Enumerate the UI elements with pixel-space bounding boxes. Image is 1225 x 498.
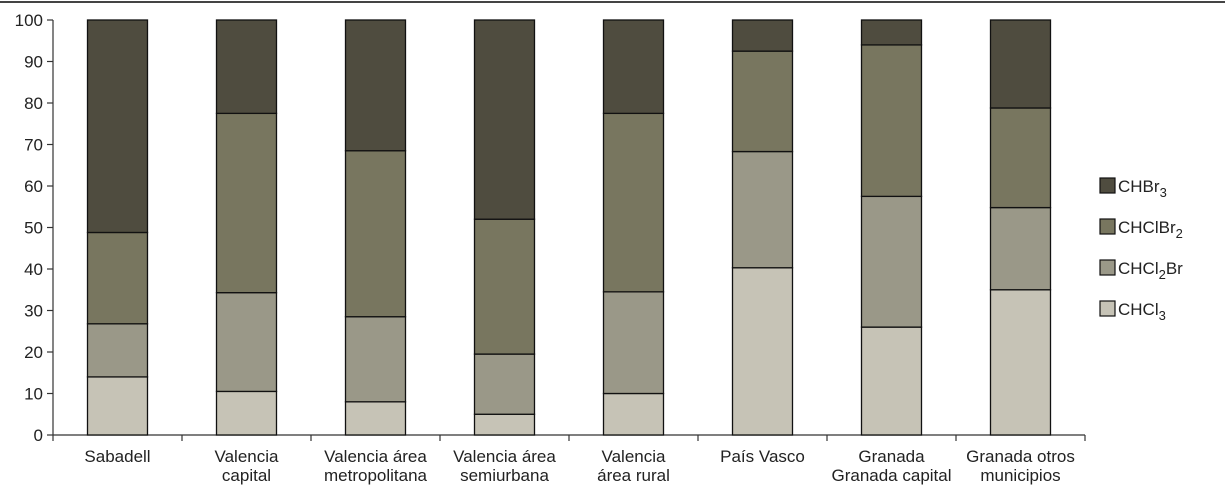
bar-segment (215, 292, 278, 393)
bar-segment (86, 19, 149, 234)
bar-segment (602, 291, 665, 395)
bar-segment (344, 19, 407, 152)
x-category-label: Valencia área rural (597, 447, 670, 485)
bar-segment (860, 19, 923, 46)
bar-segment (602, 392, 665, 436)
legend-formula: CHCl (1118, 300, 1159, 319)
legend-label: CHCl2Br (1118, 259, 1183, 282)
x-category-label: Granada otros municipios (966, 447, 1075, 485)
bar-segment (86, 323, 149, 378)
bar-segment (989, 289, 1052, 436)
bar-segment (731, 19, 794, 52)
x-category-line: Valencia área (324, 447, 427, 466)
x-category-line: Valencia área (453, 447, 556, 466)
legend-label: CHCl3 (1118, 300, 1166, 323)
y-tick-label: 60 (24, 177, 43, 196)
x-category-line: semiurbana (460, 466, 549, 485)
bar-segment (86, 376, 149, 436)
bar-segment (731, 267, 794, 436)
bar-segment (602, 19, 665, 115)
legend-label: CHClBr2 (1118, 218, 1183, 241)
bar-segment (344, 316, 407, 403)
bar-segment (473, 218, 536, 355)
legend-swatch (1099, 218, 1116, 235)
bars (86, 19, 1052, 436)
y-tick-label: 10 (24, 385, 43, 404)
legend-subscript: 3 (1160, 185, 1167, 200)
x-category-line: Granada (858, 447, 925, 466)
y-tick-label: 40 (24, 260, 43, 279)
x-category-line: Sabadell (84, 447, 150, 466)
y-tick-label: 20 (24, 343, 43, 362)
legend-subscript: 2 (1176, 226, 1183, 241)
x-category-line: metropolitana (324, 466, 428, 485)
legend-label: CHBr3 (1118, 177, 1167, 200)
y-tick-label: 100 (15, 11, 43, 30)
legend-subscript: 2 (1159, 267, 1166, 282)
bar-segment (731, 50, 794, 153)
y-tick-label: 0 (34, 426, 43, 445)
bar-segment (989, 19, 1052, 109)
bar-segment (344, 401, 407, 436)
bar-segment (860, 326, 923, 436)
y-tick-label: 80 (24, 94, 43, 113)
bar-segment (473, 19, 536, 220)
bar-segment (989, 206, 1052, 291)
legend-formula: CHCl (1118, 259, 1159, 278)
x-category-label: País Vasco (720, 447, 805, 466)
legend-formula: CHClBr (1118, 218, 1176, 237)
bar-segment (215, 112, 278, 294)
y-tick-label: 30 (24, 302, 43, 321)
legend-formula: CHBr (1118, 177, 1160, 196)
bar-segment (344, 150, 407, 318)
x-category-line: Granada otros (966, 447, 1075, 466)
x-category-line: Valencia (215, 447, 279, 466)
x-category-label: Valencia área semiurbana (453, 447, 556, 485)
y-tick-label: 70 (24, 136, 43, 155)
legend-subscript: 3 (1159, 308, 1166, 323)
legend-suffix: Br (1166, 259, 1183, 278)
x-category-label: Granada Granada capital (831, 447, 951, 485)
x-category-line: área rural (597, 466, 670, 485)
x-category-label: Valencia capital (215, 447, 279, 485)
bar-segment (860, 195, 923, 328)
x-category-line: Granada capital (831, 466, 951, 485)
bar-segment (473, 413, 536, 436)
legend-swatch (1099, 259, 1116, 276)
legend-swatch (1099, 300, 1116, 317)
bar-segment (215, 19, 278, 115)
x-category-line: País Vasco (720, 447, 805, 466)
bar-segment (602, 112, 665, 293)
x-category-line: capital (222, 466, 271, 485)
bar-segment (473, 353, 536, 415)
bar-segment (86, 231, 149, 325)
x-category-label: Sabadell (84, 447, 150, 466)
x-category-line: municipios (980, 466, 1060, 485)
y-axis: 0 10 20 30 40 50 60 70 80 90 100 (15, 11, 54, 445)
y-tick-label: 90 (24, 53, 43, 72)
x-category-line: Valencia (602, 447, 666, 466)
bar-segment (989, 107, 1052, 209)
bar-segment (215, 390, 278, 436)
bar-segment (860, 44, 923, 198)
legend-swatch (1099, 177, 1116, 194)
x-category-label: Valencia área metropolitana (324, 447, 428, 485)
y-tick-label: 50 (24, 219, 43, 238)
bar-segment (731, 150, 794, 269)
